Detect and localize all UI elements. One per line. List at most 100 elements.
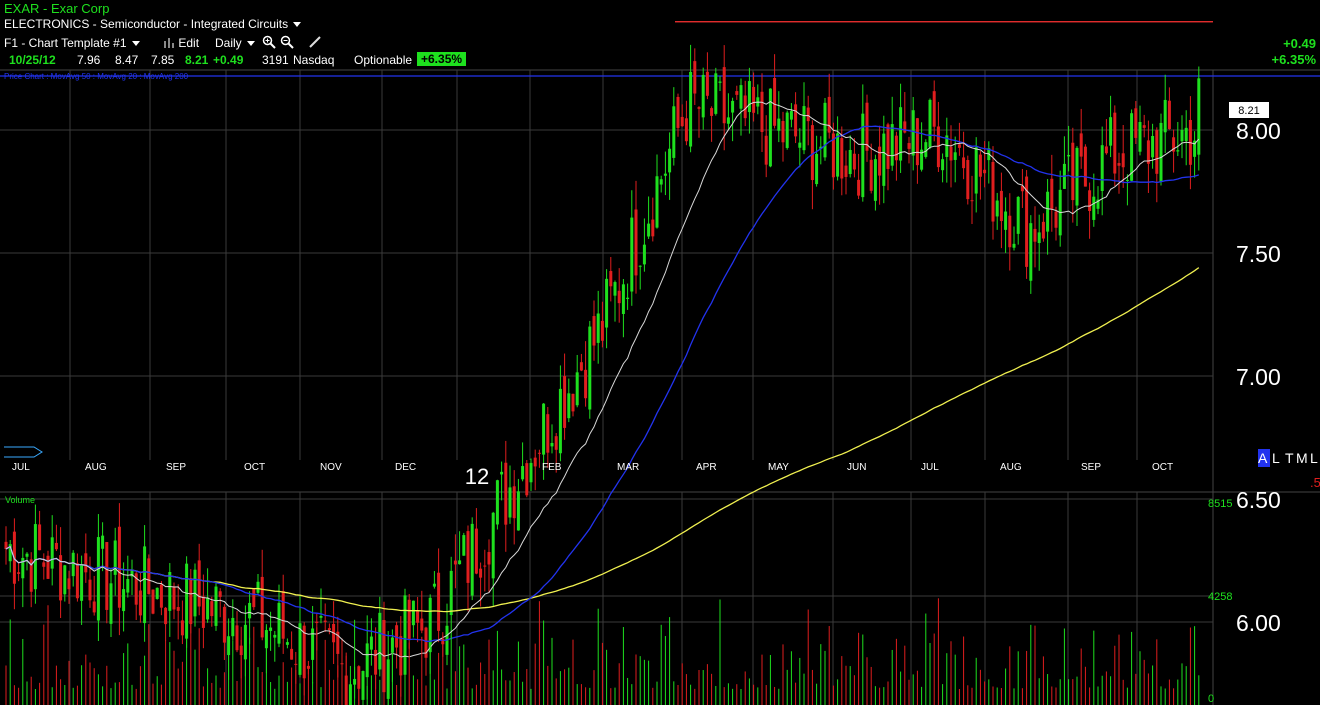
candle-body bbox=[949, 146, 953, 161]
symbol-title[interactable]: EXAR - Exar Corp bbox=[4, 1, 110, 16]
scale-m-button[interactable]: M bbox=[1296, 450, 1308, 466]
candle-body bbox=[466, 531, 470, 583]
candle-body bbox=[857, 179, 861, 196]
top-right-change: +0.49 +6.35% bbox=[1272, 36, 1316, 68]
candle-body bbox=[38, 524, 42, 551]
candle-body bbox=[1079, 133, 1083, 157]
candle-body bbox=[966, 160, 970, 200]
industry-label: ELECTRONICS - Semiconductor - Integrated… bbox=[4, 17, 289, 31]
candle-body bbox=[1180, 129, 1184, 142]
candle-body bbox=[248, 602, 252, 619]
candle-body bbox=[676, 96, 680, 128]
industry-dropdown[interactable]: ELECTRONICS - Semiconductor - Integrated… bbox=[4, 17, 302, 31]
candle-body bbox=[529, 462, 533, 483]
candle-body bbox=[542, 403, 546, 455]
candle-body bbox=[462, 535, 466, 556]
candle-body bbox=[693, 61, 697, 94]
candle-body bbox=[836, 133, 840, 177]
scale-l-button[interactable]: L bbox=[1272, 450, 1280, 466]
candle-body bbox=[575, 372, 579, 406]
candle-body bbox=[777, 118, 781, 131]
chevron-down-icon bbox=[293, 22, 302, 28]
candle-body bbox=[84, 553, 88, 573]
candle-body bbox=[63, 565, 67, 595]
zoom-in-button[interactable] bbox=[262, 35, 276, 52]
candle-body bbox=[621, 284, 625, 314]
candle-body bbox=[189, 578, 193, 625]
zoom-out-button[interactable] bbox=[280, 35, 294, 52]
candle-body bbox=[626, 297, 630, 300]
candle-body bbox=[424, 627, 428, 658]
candle-body bbox=[311, 628, 315, 660]
candle-body bbox=[936, 126, 940, 168]
month-label: AUG bbox=[1000, 462, 1022, 473]
zoom-out-icon bbox=[280, 35, 294, 49]
quote-change: +0.49 bbox=[213, 53, 244, 67]
scale-a-button[interactable]: A bbox=[1258, 450, 1268, 466]
candle-body bbox=[533, 457, 537, 467]
edit-button[interactable]: Edit bbox=[163, 36, 199, 50]
volume-tick-mid: 4258 bbox=[1208, 591, 1232, 603]
candle-body bbox=[411, 600, 415, 626]
candle-body bbox=[197, 560, 201, 607]
template-dropdown[interactable]: F1 - Chart Template #1 bbox=[4, 36, 140, 50]
candle-body bbox=[319, 615, 323, 618]
candle-body bbox=[1020, 185, 1024, 192]
candle-body bbox=[294, 663, 298, 665]
candle-body bbox=[227, 636, 231, 656]
draw-tool-button[interactable] bbox=[308, 35, 322, 52]
candle-body bbox=[273, 634, 277, 638]
candle-body bbox=[878, 146, 882, 176]
month-label: DEC bbox=[395, 462, 416, 473]
zoom-in-icon bbox=[262, 35, 276, 49]
candle-body bbox=[890, 124, 894, 166]
edit-label: Edit bbox=[178, 36, 200, 50]
candle-body bbox=[978, 154, 982, 177]
candle-body bbox=[525, 463, 529, 496]
candle-body bbox=[798, 142, 802, 148]
candle-body bbox=[1046, 191, 1050, 232]
quote-volume: 3191 bbox=[262, 53, 289, 67]
quote-close: 8.21 bbox=[185, 53, 209, 67]
candle-body bbox=[932, 91, 936, 127]
optionable-label: Optionable bbox=[354, 53, 413, 67]
template-label: F1 - Chart Template #1 bbox=[4, 36, 127, 50]
candle-body bbox=[722, 67, 726, 124]
candle-body bbox=[449, 570, 453, 616]
candle-body bbox=[995, 200, 999, 217]
candle-body bbox=[970, 200, 974, 202]
candle-body bbox=[8, 544, 12, 562]
candle-body bbox=[88, 579, 92, 601]
candle-body bbox=[1134, 108, 1138, 138]
candle-body bbox=[33, 524, 37, 590]
industry-row: ELECTRONICS - Semiconductor - Integrated… bbox=[0, 16, 1320, 32]
candle-body bbox=[1142, 125, 1146, 128]
candle-body bbox=[101, 535, 105, 549]
candle-body bbox=[1025, 176, 1029, 267]
quote-date: 10/25/12 bbox=[9, 53, 56, 67]
candle-body bbox=[1083, 146, 1087, 187]
candle-body bbox=[458, 560, 462, 565]
candle-body bbox=[1197, 78, 1201, 155]
candle-body bbox=[714, 73, 718, 114]
candle-body bbox=[172, 586, 176, 610]
scroll-left-icon[interactable] bbox=[4, 446, 43, 458]
candle-body bbox=[617, 290, 621, 304]
candle-body bbox=[911, 110, 915, 156]
scale-t-button[interactable]: T bbox=[1285, 450, 1294, 466]
month-label: FEB bbox=[542, 462, 562, 473]
candle-body bbox=[420, 618, 424, 631]
candle-body bbox=[206, 597, 210, 620]
period-dropdown[interactable]: Daily bbox=[215, 36, 255, 50]
candle-body bbox=[168, 572, 172, 611]
last-price-box bbox=[1229, 102, 1269, 118]
candle-body bbox=[155, 587, 159, 599]
candle-body bbox=[487, 552, 491, 565]
candle-body bbox=[1016, 196, 1020, 234]
candle-body bbox=[819, 146, 823, 149]
candle-body bbox=[75, 563, 79, 599]
candle-body bbox=[109, 583, 113, 624]
scale-l2-button[interactable]: L bbox=[1310, 450, 1318, 466]
candle-body bbox=[1008, 215, 1012, 248]
